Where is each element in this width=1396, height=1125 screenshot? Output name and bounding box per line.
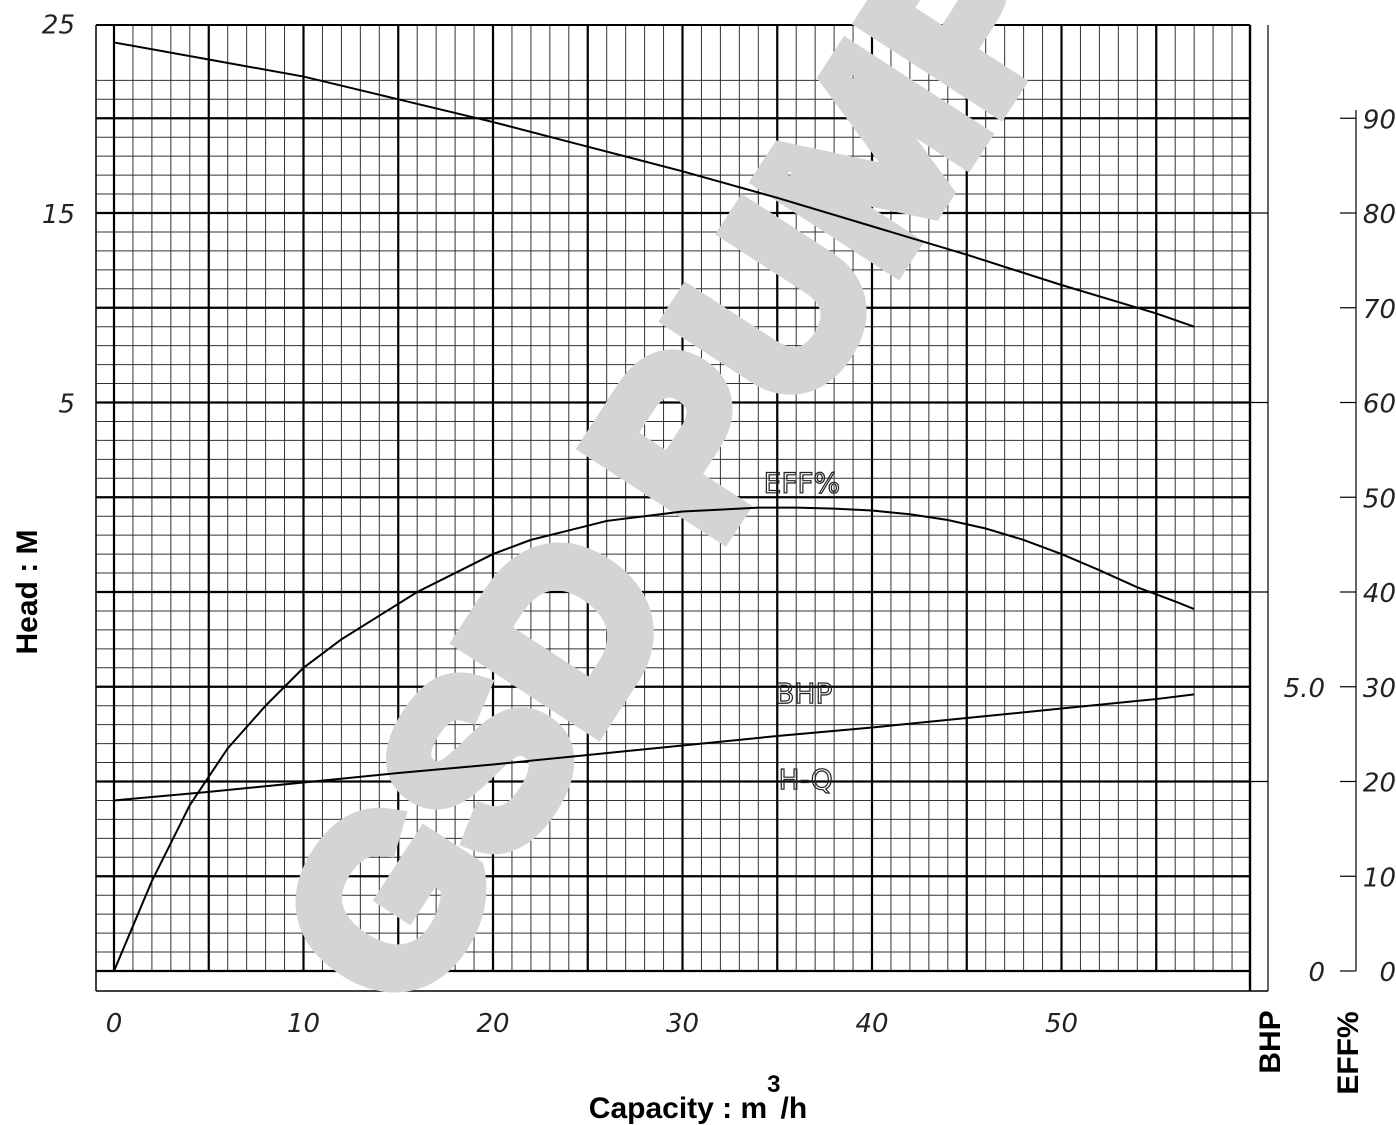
curve-label-BHP: BHP bbox=[775, 677, 832, 710]
x-tick-label-2: 20 bbox=[476, 1009, 509, 1039]
eff-tick-label-6: 60 bbox=[1363, 390, 1396, 420]
eff-tick-label-2: 20 bbox=[1363, 769, 1396, 799]
x-axis-title-superscript: 3 bbox=[767, 1071, 780, 1098]
head-tick-label-2: 25 bbox=[42, 11, 75, 41]
y-axis-title: Head : M bbox=[11, 529, 44, 654]
x-tick-label-4: 40 bbox=[855, 1009, 888, 1039]
eff-tick-label-9: 90 bbox=[1363, 105, 1396, 135]
axis-labels: Head : M Capacity : m3/h BHP EFF% bbox=[11, 529, 1365, 1125]
curve-label-EFF%: EFF% bbox=[764, 467, 841, 500]
eff-tick-label-4: 40 bbox=[1363, 579, 1396, 609]
eff-tick-label-7: 70 bbox=[1363, 295, 1396, 325]
chart-frame bbox=[95, 24, 1357, 992]
head-tick-label-1: 15 bbox=[42, 200, 75, 230]
x-tick-label-0: 0 bbox=[106, 1009, 123, 1039]
bhp-tick-label-0: 0 bbox=[1308, 958, 1325, 988]
head-grid-extensions bbox=[96, 212, 1268, 783]
series-line-EFF% bbox=[113, 506, 1195, 972]
x-axis-title: Capacity : m3/h bbox=[589, 1071, 807, 1125]
x-tick-label-3: 30 bbox=[666, 1009, 699, 1039]
eff-tick-label-5: 50 bbox=[1363, 484, 1396, 514]
series-curves: H-Q EFF% BHP bbox=[113, 41, 1195, 972]
bhp-tick-label-1: 5.0 bbox=[1284, 674, 1325, 704]
series-line-BHP bbox=[113, 693, 1195, 802]
series-line-H-Q bbox=[113, 41, 1195, 328]
eff-tick-label-1: 10 bbox=[1363, 863, 1396, 893]
eff-tick-label-3: 30 bbox=[1363, 674, 1396, 704]
eff-tick-label-8: 80 bbox=[1363, 200, 1396, 230]
eff-axis-title: EFF% bbox=[1332, 1011, 1365, 1094]
x-axis-title-main: Capacity : m bbox=[589, 1092, 767, 1125]
curve-label-H-Q: H-Q bbox=[779, 763, 833, 796]
x-tick-label-5: 50 bbox=[1045, 1009, 1078, 1039]
chart-grid bbox=[96, 25, 1268, 973]
bhp-axis-title: BHP bbox=[1254, 1010, 1287, 1073]
eff-tick-label-0: 0 bbox=[1379, 958, 1396, 988]
x-tick-label-1: 10 bbox=[287, 1009, 320, 1039]
axis-ticks: 0 10 20 30 40 50 5 15 25 0 10 20 30 40 50 60 70 80 90 0 5.0 bbox=[42, 11, 1396, 1040]
head-tick-label-0: 5 bbox=[58, 390, 75, 420]
x-axis-title-suffix: /h bbox=[781, 1092, 808, 1125]
